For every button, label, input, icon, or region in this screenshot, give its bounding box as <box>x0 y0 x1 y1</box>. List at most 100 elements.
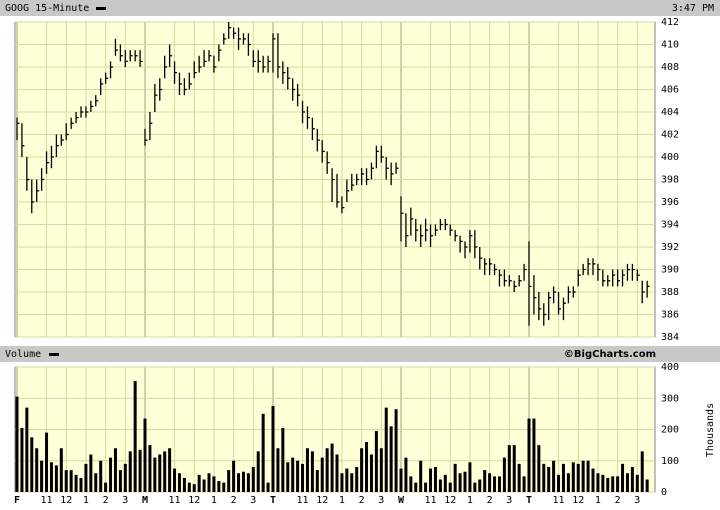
volume-bar <box>84 463 88 492</box>
volume-bar <box>54 465 58 492</box>
x-tick-label: T <box>270 495 276 506</box>
y-tick-label: 408 <box>661 62 679 73</box>
volume-bar <box>438 479 442 492</box>
volume-title: Volume <box>5 349 41 360</box>
volume-bar <box>561 463 565 492</box>
volume-bar <box>89 454 93 492</box>
y-tick-label: 386 <box>661 310 679 321</box>
volume-bar <box>374 431 378 492</box>
volume-bar <box>320 457 324 492</box>
y-tick-label: 400 <box>661 362 679 373</box>
volume-bar <box>542 463 546 492</box>
volume-bar <box>153 457 157 492</box>
volume-bar <box>207 473 211 492</box>
volume-bar <box>305 448 309 492</box>
volume-bar <box>389 426 393 492</box>
volume-bar <box>453 463 457 492</box>
y-tick-label: 396 <box>661 197 679 208</box>
x-tick-label: 1 <box>595 495 601 506</box>
volume-bar <box>266 482 270 492</box>
x-tick-label: 2 <box>615 495 621 506</box>
volume-bar <box>202 479 206 492</box>
volume-bar <box>109 457 113 492</box>
x-tick-label: 11 <box>169 495 181 506</box>
volume-bar <box>173 468 177 492</box>
credit: ©BigCharts.com <box>564 349 656 360</box>
volume-bar <box>606 477 610 492</box>
y-tick-label: 394 <box>661 220 679 231</box>
volume-bar <box>59 448 63 492</box>
y-tick-label: 410 <box>661 40 679 51</box>
y-tick-label: 402 <box>661 130 679 141</box>
volume-bar <box>123 463 127 492</box>
volume-bar <box>187 482 191 492</box>
volume-bar <box>493 476 497 492</box>
x-tick-label: 3 <box>250 495 256 506</box>
y-tick-label: 384 <box>661 332 679 343</box>
volume-bar <box>256 451 260 492</box>
volume-bar <box>384 407 388 492</box>
x-tick-label: 12 <box>316 495 328 506</box>
volume-bar <box>335 454 339 492</box>
volume-bar <box>301 463 305 492</box>
volume-bar <box>507 445 511 492</box>
x-tick-label: 2 <box>359 495 365 506</box>
volume-bar <box>566 473 570 492</box>
x-tick-label: 3 <box>378 495 384 506</box>
x-tick-label: 3 <box>122 495 128 506</box>
volume-bar <box>394 409 398 492</box>
volume-bar <box>74 474 78 492</box>
volume-bar <box>635 474 639 492</box>
y-tick-label: 398 <box>661 175 679 186</box>
volume-bar <box>640 451 644 492</box>
volume-bar <box>522 476 526 492</box>
y-tick-label: 300 <box>661 393 679 404</box>
volume-bar <box>310 451 314 492</box>
volume-bar <box>621 463 625 492</box>
volume-bar <box>340 473 344 492</box>
volume-bar <box>419 460 423 492</box>
volume-bar <box>616 476 620 492</box>
x-tick-label: 1 <box>211 495 217 506</box>
volume-bar <box>212 476 216 492</box>
volume-bar <box>64 470 68 492</box>
volume-bar <box>576 463 580 492</box>
x-tick-label: 12 <box>572 495 584 506</box>
volume-bar <box>345 468 349 492</box>
volume-bar <box>537 445 541 492</box>
volume-bar <box>625 473 629 492</box>
volume-bar <box>325 448 329 492</box>
volume-bar <box>237 473 241 492</box>
x-tick-label: 2 <box>487 495 493 506</box>
y-tick-label: 392 <box>661 242 679 253</box>
legend-swatch <box>49 353 59 356</box>
x-tick-label: 1 <box>339 495 345 506</box>
volume-bar <box>118 470 122 492</box>
volume-bar <box>433 467 437 492</box>
x-tick-label: M <box>142 495 148 506</box>
volume-bar <box>478 479 482 492</box>
volume-bar <box>497 476 501 492</box>
volume-bar <box>571 462 575 492</box>
volume-bar <box>241 471 245 492</box>
volume-bar <box>192 484 196 492</box>
x-tick-label: 11 <box>41 495 53 506</box>
volume-bar <box>424 482 428 492</box>
volume-bar <box>365 442 369 492</box>
volume-bar <box>158 454 162 492</box>
volume-bar <box>113 448 117 492</box>
volume-bar <box>591 468 595 492</box>
volume-bar <box>645 479 649 492</box>
header-bar <box>0 0 720 16</box>
volume-bar <box>25 407 29 492</box>
y-tick-label: 100 <box>661 456 679 467</box>
volume-bar <box>630 467 634 492</box>
volume-bar <box>182 477 186 492</box>
volume-bar <box>463 471 467 492</box>
volume-bar <box>286 462 290 492</box>
x-tick-label: 2 <box>103 495 109 506</box>
x-tick-label: 1 <box>467 495 473 506</box>
volume-bar <box>227 470 231 492</box>
volume-bar <box>360 448 364 492</box>
x-tick-label: T <box>526 495 532 506</box>
